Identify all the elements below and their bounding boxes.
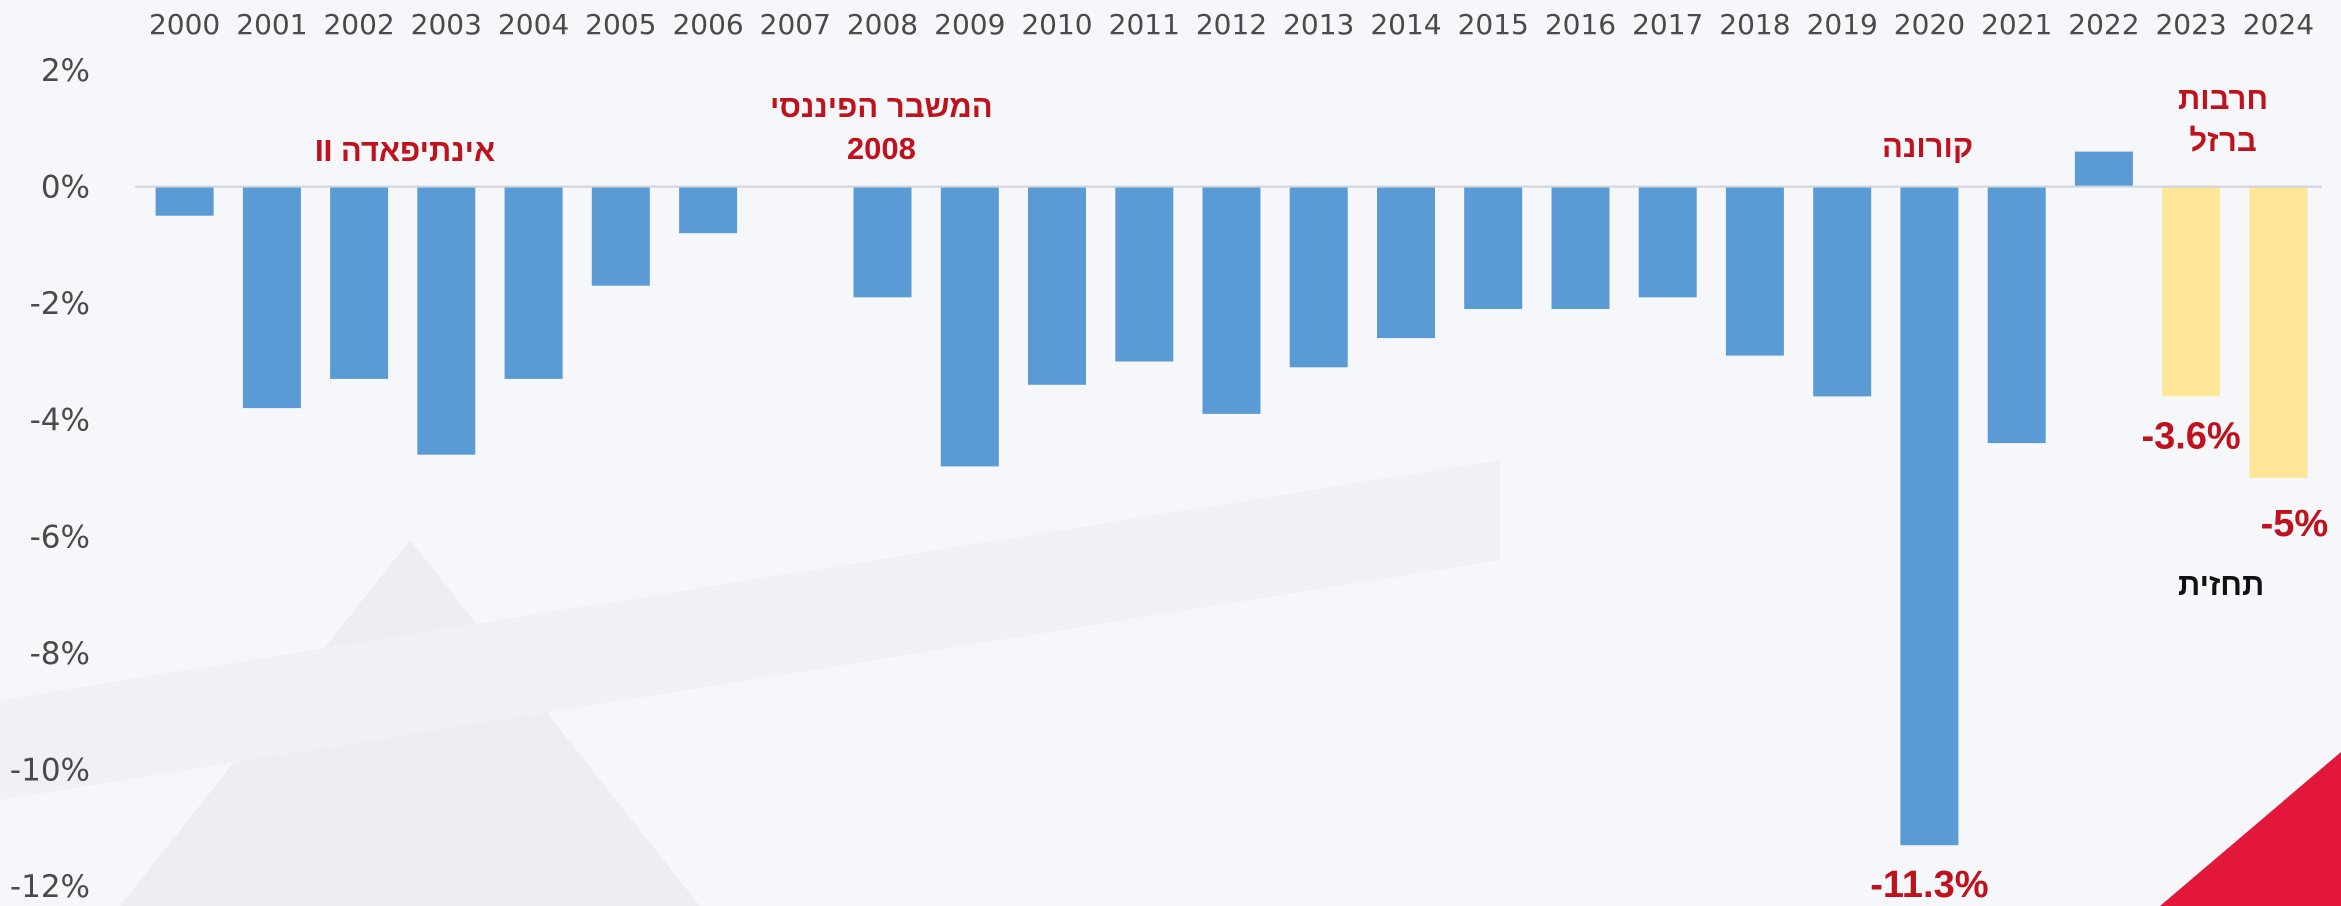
- data-label-2020: -11.3%: [1870, 864, 1988, 906]
- x-tick-2011: 2011: [1109, 8, 1180, 41]
- x-tick-2024: 2024: [2243, 8, 2314, 41]
- forecast-bar-2024: [2249, 186, 2308, 478]
- bar-2006: [679, 186, 738, 234]
- annotation-intifada-text: אינתיפאדה II: [315, 133, 496, 168]
- annotation-forecast-text: תחזית: [2178, 567, 2265, 602]
- y-tick-5: -8%: [30, 636, 90, 672]
- bar-2019: [1813, 186, 1872, 397]
- y-tick-6: -10%: [10, 752, 90, 788]
- y-tick-0: 2%: [41, 53, 90, 89]
- annotation-financial-crisis: המשבר הפיננסי 2008: [770, 86, 993, 170]
- x-tick-2017: 2017: [1632, 8, 1703, 41]
- bar-2004: [504, 186, 563, 379]
- x-tick-2013: 2013: [1283, 8, 1354, 41]
- data-label-2023: -3.6%: [2141, 415, 2240, 457]
- bars-layer: [155, 151, 2308, 846]
- x-tick-2018: 2018: [1719, 8, 1790, 41]
- annotation-corona: קורונה: [1882, 126, 1973, 168]
- bar-2014: [1377, 186, 1435, 339]
- annotation-forecast: תחזית: [2178, 564, 2264, 606]
- bar-2003: [417, 186, 476, 455]
- bar-2008: [853, 186, 912, 298]
- flag-stripe-shape: [0, 460, 1500, 800]
- bar-2001: [242, 186, 301, 409]
- corner-accent: [2160, 752, 2341, 906]
- annotation-iron-swords: חרבות ברזל: [2178, 78, 2268, 162]
- bar-2009: [940, 186, 999, 467]
- bar-2000: [155, 186, 214, 216]
- y-tick-1: 0%: [41, 170, 90, 206]
- bar-2022: [2074, 151, 2133, 187]
- x-tick-2002: 2002: [323, 8, 394, 41]
- bar-2016: [1551, 186, 1610, 309]
- x-tick-2005: 2005: [585, 8, 656, 41]
- x-tick-2012: 2012: [1196, 8, 1267, 41]
- x-tick-2016: 2016: [1545, 8, 1616, 41]
- y-tick-labels: 2% 0% -2% -4% -6% -8% -10% -12%: [10, 53, 90, 905]
- bar-2012: [1202, 186, 1261, 414]
- bar-2005: [591, 186, 650, 286]
- x-tick-2007: 2007: [760, 8, 831, 41]
- x-tick-2021: 2021: [1981, 8, 2052, 41]
- forecast-bar-2023: [2162, 186, 2221, 397]
- x-tick-2000: 2000: [149, 8, 220, 41]
- x-tick-2006: 2006: [672, 8, 743, 41]
- x-tick-2023: 2023: [2155, 8, 2226, 41]
- bar-2017: [1638, 186, 1697, 298]
- annotation-corona-text: קורונה: [1882, 129, 1974, 164]
- annotation-iron-swords-line1: חרבות: [2178, 81, 2269, 116]
- bar-2002: [330, 186, 389, 379]
- x-tick-2003: 2003: [411, 8, 482, 41]
- annotation-financial-crisis-line2: 2008: [846, 131, 916, 166]
- background-decor: [0, 460, 2341, 906]
- y-tick-2: -2%: [30, 286, 90, 322]
- x-tick-2009: 2009: [934, 8, 1005, 41]
- data-label-2024: -5%: [2261, 503, 2329, 545]
- x-tick-2014: 2014: [1370, 8, 1441, 41]
- x-tick-labels: 2000 2001 2002 2003 2004 2005 2006 2007 2008 2009…: [149, 8, 2314, 41]
- bar-2013: [1289, 186, 1348, 368]
- x-tick-2022: 2022: [2068, 8, 2139, 41]
- annotation-financial-crisis-line1: המשבר הפיננסי: [770, 89, 993, 124]
- x-tick-2010: 2010: [1021, 8, 1092, 41]
- x-tick-2015: 2015: [1458, 8, 1529, 41]
- bar-2021: [1987, 186, 2046, 444]
- bar-2015: [1464, 186, 1523, 309]
- bar-2020: [1900, 186, 1959, 846]
- annotation-intifada: אינתיפאדה II: [315, 130, 495, 172]
- data-labels: -11.3% -3.6% -5%: [1870, 415, 2328, 906]
- x-tick-2019: 2019: [1807, 8, 1878, 41]
- annotation-iron-swords-line2: ברזל: [2189, 123, 2257, 158]
- x-tick-2020: 2020: [1894, 8, 1965, 41]
- x-tick-2001: 2001: [236, 8, 307, 41]
- x-tick-2004: 2004: [498, 8, 569, 41]
- x-tick-2008: 2008: [847, 8, 918, 41]
- y-tick-4: -6%: [30, 519, 90, 555]
- bar-2011: [1115, 186, 1174, 362]
- bar-2018: [1725, 186, 1784, 356]
- y-tick-3: -4%: [30, 403, 90, 439]
- y-tick-7: -12%: [10, 869, 90, 905]
- bar-2010: [1028, 186, 1086, 385]
